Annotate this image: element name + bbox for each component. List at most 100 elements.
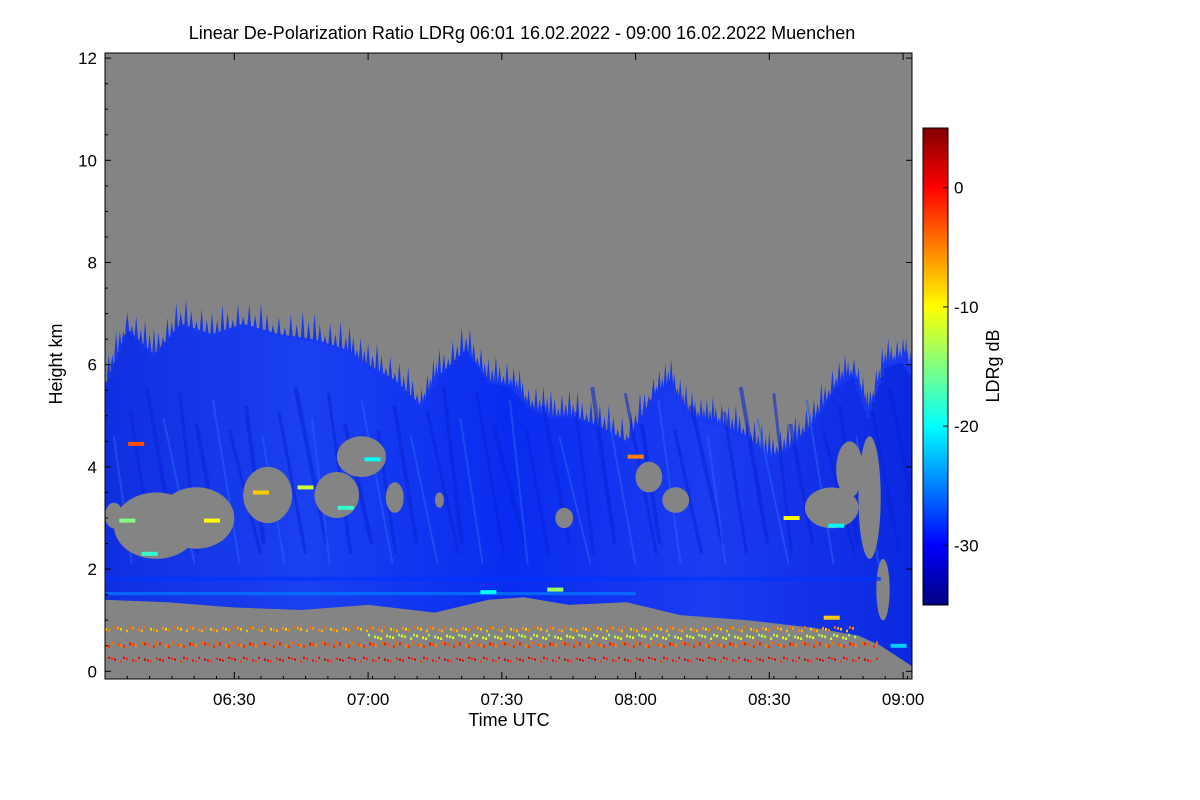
aerosol-speck [768, 645, 770, 649]
cloud-top-fringe [441, 353, 446, 374]
aerosol-speck [318, 628, 320, 632]
aerosol-speck [558, 656, 560, 659]
aerosol-speck [429, 642, 431, 646]
aerosol-speck [609, 626, 611, 629]
aerosol-speck [530, 637, 533, 640]
aerosol-speck [498, 656, 500, 659]
aerosol-speck [816, 641, 818, 645]
cloud-top-fringe [117, 330, 122, 351]
aerosol-speck [207, 659, 209, 662]
aerosol-speck [614, 635, 617, 639]
aerosol-speck [549, 642, 551, 646]
aerosol-speck [636, 629, 638, 633]
aerosol-speck [177, 643, 179, 647]
cloud-top-fringe [877, 369, 882, 385]
aerosol-speck [410, 637, 413, 640]
aerosol-speck [120, 627, 122, 631]
cloud-top-fringe [225, 312, 230, 332]
aerosol-speck [461, 634, 464, 638]
aerosol-speck [657, 627, 659, 630]
aerosol-speck [747, 643, 749, 647]
aerosol-speck [420, 627, 422, 631]
aerosol-speck [525, 627, 527, 631]
aerosol-speck [405, 627, 407, 631]
aerosol-speck [813, 628, 815, 632]
aerosol-speck [447, 643, 449, 647]
aerosol-speck [369, 642, 371, 646]
aerosol-speck [273, 645, 275, 649]
aerosol-speck [285, 644, 287, 648]
aerosol-speck [653, 633, 656, 637]
aerosol-speck [656, 634, 659, 638]
colorbar-tick-label: -10 [954, 298, 979, 317]
cloud-top-fringe [147, 333, 152, 353]
aerosol-speck [345, 644, 347, 648]
aerosol-speck [837, 627, 839, 630]
aerosol-speck [725, 637, 728, 640]
aerosol-speck [204, 658, 206, 661]
aerosol-speck [150, 627, 152, 631]
aerosol-speck [231, 641, 233, 645]
aerosol-speck [300, 644, 302, 648]
fall-streak [508, 399, 529, 565]
aerosol-speck [594, 658, 596, 661]
aerosol-speck [210, 660, 212, 663]
cloud-top-fringe [651, 378, 656, 398]
aerosol-speck [612, 659, 614, 662]
cloud-top-fringe [247, 304, 252, 329]
cloud-top-fringe [282, 327, 287, 338]
aerosol-speck [645, 627, 647, 631]
aerosol-speck [690, 627, 692, 631]
aerosol-speck [746, 634, 749, 638]
y-tick-label: 10 [78, 151, 97, 170]
aerosol-speck [368, 633, 371, 637]
cloud-top-fringe [556, 408, 561, 419]
ldr-patch [547, 587, 564, 592]
cloud-top-fringe [347, 325, 352, 355]
aerosol-speck [684, 642, 686, 646]
aerosol-speck [768, 628, 770, 632]
aerosol-speck [386, 634, 389, 638]
aerosol-speck [807, 643, 809, 647]
aerosol-speck [660, 627, 662, 631]
aerosol-speck [780, 627, 782, 631]
cloud-top-fringe [699, 397, 703, 422]
x-tick-label: 06:30 [213, 690, 256, 709]
aerosol-speck [689, 635, 692, 639]
x-tick-label: 07:00 [347, 690, 390, 709]
aerosol-speck [849, 626, 851, 629]
fall-streak [491, 423, 527, 545]
aerosol-speck [372, 643, 374, 647]
aerosol-speck [812, 636, 815, 640]
aerosol-speck [644, 635, 647, 639]
aerosol-speck [186, 657, 188, 660]
aerosol-speck [504, 626, 506, 629]
aerosol-speck [426, 629, 428, 633]
aerosol-speck [300, 627, 302, 631]
cloud-top-fringe [895, 339, 900, 364]
aerosol-speck [222, 627, 224, 630]
aerosol-speck [348, 645, 350, 649]
aerosol-speck [174, 658, 176, 661]
cloud-top-fringe [362, 349, 367, 365]
aerosol-speck [440, 637, 443, 640]
aerosol-speck [497, 636, 500, 640]
cloud-top-fringe [475, 357, 480, 368]
cloud-top-fringe [215, 320, 220, 335]
aerosol-speck [821, 634, 824, 638]
aerosol-speck [366, 657, 368, 660]
aerosol-speck [686, 634, 689, 638]
aerosol-speck [699, 658, 701, 661]
cloud-top-fringe [143, 319, 148, 349]
cloud-top-fringe [486, 358, 491, 383]
aerosol-speck [596, 634, 599, 638]
cloud-top-fringe [253, 315, 258, 330]
cloud-top-fringe [174, 302, 179, 332]
colorbar-tick-label: -20 [954, 417, 979, 436]
aerosol-speck [219, 642, 221, 646]
aerosol-speck [318, 656, 320, 659]
aerosol-speck [477, 627, 479, 630]
aerosol-speck [417, 627, 419, 630]
aerosol-speck [195, 644, 197, 648]
aerosol-speck [792, 659, 794, 662]
